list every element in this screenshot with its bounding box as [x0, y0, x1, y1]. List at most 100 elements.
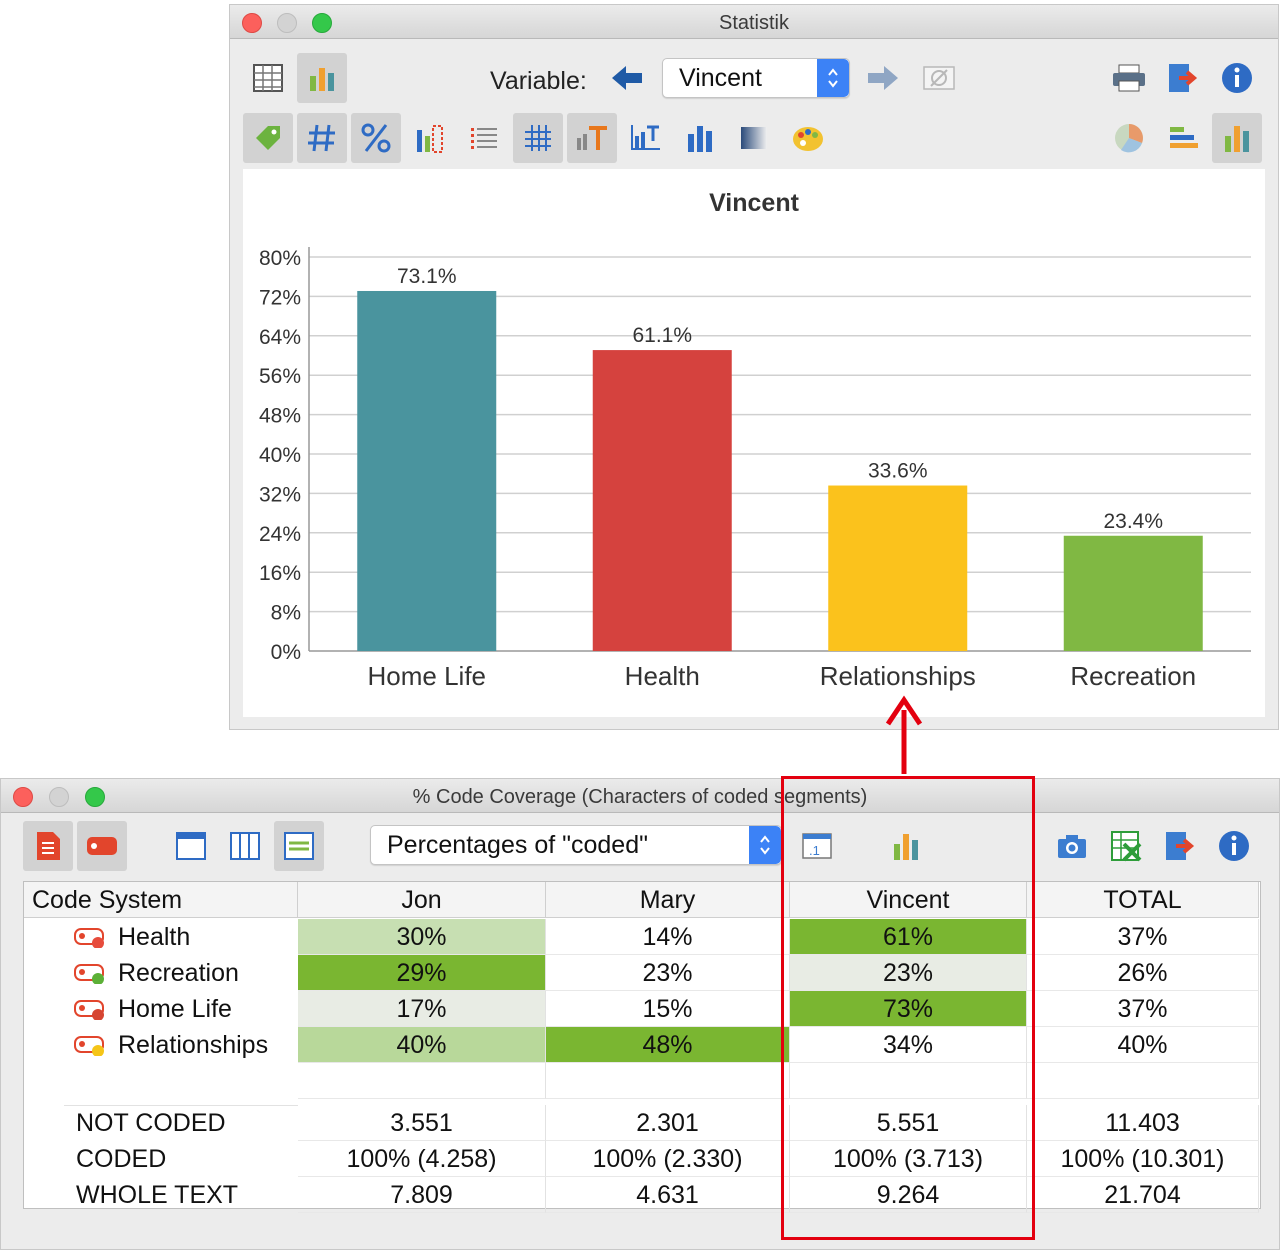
- summary-label: CODED: [76, 1145, 167, 1173]
- table-cell[interactable]: 23%: [546, 955, 790, 991]
- pie-chart-button[interactable]: [1104, 113, 1154, 163]
- table-cell[interactable]: 37%: [1027, 991, 1259, 1027]
- summary-cell[interactable]: 5.551: [790, 1105, 1027, 1141]
- table-cell[interactable]: 14%: [546, 919, 790, 955]
- value-labels-button[interactable]: [567, 113, 617, 163]
- percentages-select-value: Percentages of "coded": [387, 831, 648, 859]
- statistik-window: Statistik Variable: Vincent: [229, 4, 1279, 730]
- print-button[interactable]: [1104, 53, 1154, 103]
- table-cell[interactable]: 17%: [298, 991, 546, 1027]
- gradient-button[interactable]: [729, 113, 779, 163]
- bar-value-label: 33.6%: [868, 460, 928, 483]
- summary-cell[interactable]: 21.704: [1027, 1177, 1259, 1213]
- summary-cell[interactable]: 100% (4.258): [298, 1141, 546, 1177]
- percentages-select[interactable]: Percentages of "coded": [370, 825, 782, 865]
- info-button[interactable]: [1209, 821, 1259, 871]
- summary-label: NOT CODED: [76, 1109, 226, 1137]
- chevron-updown-icon: [749, 826, 781, 864]
- colors-button[interactable]: [783, 113, 833, 163]
- close-button[interactable]: [13, 787, 33, 807]
- bar-chart-view-icon: [310, 68, 334, 91]
- missing-values-button[interactable]: [914, 53, 964, 103]
- documents-button[interactable]: [23, 821, 73, 871]
- next-variable-button[interactable]: [858, 53, 908, 103]
- text-format-icon: [577, 126, 607, 150]
- table-cell[interactable]: 34%: [790, 1027, 1027, 1063]
- minimize-button[interactable]: [277, 13, 297, 33]
- table-cell[interactable]: 29%: [298, 955, 546, 991]
- column-header-code-system[interactable]: Code System: [24, 882, 298, 918]
- table-cell[interactable]: 40%: [298, 1027, 546, 1063]
- variable-select[interactable]: Vincent: [662, 58, 850, 98]
- table-cell[interactable]: 30%: [298, 919, 546, 955]
- bar-chart-view-button[interactable]: [297, 53, 347, 103]
- hash-icon: [308, 124, 335, 152]
- previous-variable-button[interactable]: [602, 53, 652, 103]
- axis-labels-button[interactable]: [621, 113, 671, 163]
- frequencies-button[interactable]: [297, 113, 347, 163]
- export-button[interactable]: [1155, 821, 1205, 871]
- screenshot-button[interactable]: [1047, 821, 1097, 871]
- zoom-button[interactable]: [85, 787, 105, 807]
- code-icon: [74, 964, 104, 984]
- percentages-button[interactable]: [351, 113, 401, 163]
- summary-cell[interactable]: 100% (10.301): [1027, 1141, 1259, 1177]
- close-button[interactable]: [242, 13, 262, 33]
- chevron-updown-icon: [817, 59, 849, 97]
- table-view-button[interactable]: [243, 53, 293, 103]
- window-icon: [176, 832, 206, 860]
- chart-button[interactable]: [882, 821, 932, 871]
- minimize-button[interactable]: [49, 787, 69, 807]
- table-cell[interactable]: 26%: [1027, 955, 1259, 991]
- summary-cell[interactable]: 3.551: [298, 1105, 546, 1141]
- summary-cell[interactable]: 2.301: [546, 1105, 790, 1141]
- excel-icon: [1111, 831, 1142, 862]
- table-cell[interactable]: 40%: [1027, 1027, 1259, 1063]
- table-cell[interactable]: 15%: [546, 991, 790, 1027]
- column-header-total[interactable]: TOTAL: [1027, 882, 1259, 918]
- empty-cell: [298, 1063, 546, 1099]
- empty-set-icon: [923, 66, 955, 90]
- x-category-label: Relationships: [820, 661, 976, 691]
- chart-panel: Vincent 80% 72% 64% 56% 48% 40% 32% 24% 16% 8% 0% 73…: [243, 169, 1265, 717]
- column-header-jon[interactable]: Jon: [298, 882, 546, 918]
- missing-values-icon: [417, 125, 443, 153]
- y-tick-label: 0%: [271, 641, 301, 664]
- summary-cell[interactable]: 9.264: [790, 1177, 1027, 1213]
- horizontal-bar-button[interactable]: [1158, 113, 1208, 163]
- list-button[interactable]: [459, 113, 509, 163]
- code-label: Relationships: [118, 1031, 269, 1059]
- summary-cell[interactable]: 4.631: [546, 1177, 790, 1213]
- codes-button[interactable]: [77, 821, 127, 871]
- column-header-vincent[interactable]: Vincent: [790, 882, 1027, 918]
- bar-settings-button[interactable]: [675, 113, 725, 163]
- table-cell[interactable]: 37%: [1027, 919, 1259, 955]
- table-cell[interactable]: 61%: [790, 919, 1027, 955]
- excel-export-button[interactable]: [1101, 821, 1151, 871]
- zoom-button[interactable]: [312, 13, 332, 33]
- info-button[interactable]: [1212, 53, 1262, 103]
- vertical-bar-button[interactable]: [1212, 113, 1262, 163]
- labels-button[interactable]: [243, 113, 293, 163]
- table-cell[interactable]: 48%: [546, 1027, 790, 1063]
- code-label: Recreation: [118, 959, 239, 987]
- export-button[interactable]: [1158, 53, 1208, 103]
- decimal-places-button[interactable]: .1: [792, 821, 842, 871]
- code-label: Home Life: [118, 995, 232, 1023]
- table-cell[interactable]: 23%: [790, 955, 1027, 991]
- table-cell[interactable]: 73%: [790, 991, 1027, 1027]
- layout-columns-button[interactable]: [220, 821, 270, 871]
- summary-cell[interactable]: 7.809: [298, 1177, 546, 1213]
- layout-grid-button[interactable]: [274, 821, 324, 871]
- horizontal-bar-icon: [1170, 127, 1198, 148]
- layout-rows-button[interactable]: [166, 821, 216, 871]
- gridlines-button[interactable]: [513, 113, 563, 163]
- palette-icon: [793, 127, 823, 151]
- summary-cell[interactable]: 100% (2.330): [546, 1141, 790, 1177]
- missing-bars-button[interactable]: [405, 113, 455, 163]
- window-title: % Code Coverage (Characters of coded seg…: [412, 786, 868, 808]
- info-icon: [1222, 63, 1252, 93]
- column-header-mary[interactable]: Mary: [546, 882, 790, 918]
- summary-cell[interactable]: 100% (3.713): [790, 1141, 1027, 1177]
- summary-cell[interactable]: 11.403: [1027, 1105, 1259, 1141]
